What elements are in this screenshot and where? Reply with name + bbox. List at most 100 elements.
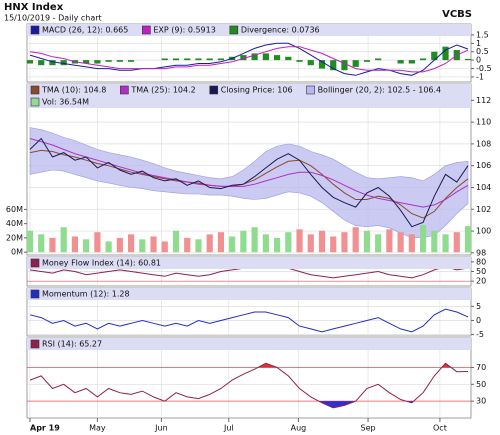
x-tick-label: Apr 19 [30, 424, 60, 433]
legend-swatch [120, 85, 129, 95]
y-tick-label: 110 [476, 118, 491, 127]
y-tick-label: -5 [476, 330, 484, 339]
y-tick-label: 112 [476, 96, 491, 105]
legend-swatch [306, 85, 315, 95]
y-tick-label: 30 [476, 397, 486, 406]
y2-tick-label: 60M [6, 205, 23, 214]
y-tick-label: 50 [476, 380, 486, 389]
volume-bar [206, 234, 213, 253]
volume-bar [116, 237, 123, 253]
series-line [29, 42, 469, 76]
volume-bar [60, 227, 67, 253]
legend-background [27, 257, 471, 269]
volume-bar [195, 239, 202, 253]
legend-label: RSI (14): 65.27 [42, 340, 102, 349]
legend-swatch [229, 25, 239, 35]
legend: TMA (10): 104.8 TMA (25): 104.2 Closing Pr… [27, 84, 471, 108]
volume-bar [464, 226, 472, 253]
divergence-bar [307, 60, 314, 66]
volume-bar [139, 239, 146, 253]
volume-bar [161, 241, 168, 253]
y-tick-label: -1 [476, 72, 484, 81]
legend: Money Flow Index (14): 60.81 [27, 257, 471, 269]
x-tick-label: May [89, 424, 106, 433]
divergence-bar [330, 60, 337, 71]
legend: RSI (14): 65.27 [27, 338, 471, 350]
x-tick-label: Jul [223, 424, 234, 433]
legend-item: MACD (26, 12): 0.665 [30, 26, 128, 35]
volume-bar [262, 234, 269, 253]
divergence-bar [251, 53, 258, 61]
volume-bar [352, 227, 359, 253]
y-tick-label: 104 [476, 183, 491, 192]
legend-background [27, 24, 471, 36]
y-tick-label: 1.5 [476, 30, 489, 39]
divergence-bar [408, 60, 415, 64]
y-tick-label: 5 [476, 302, 481, 311]
legend-item: Money Flow Index (14): 60.81 [30, 258, 161, 268]
legend-swatch [30, 339, 40, 349]
legend-label: Divergence: 0.0736 [241, 26, 320, 35]
y2-tick-label: 0M [11, 248, 23, 257]
divergence-bar [161, 58, 168, 61]
series-line [29, 362, 469, 409]
legend-swatch [209, 85, 219, 95]
plot-area [29, 308, 469, 333]
volume-bar [217, 232, 225, 253]
volume-bar [251, 227, 258, 253]
series-line [29, 138, 469, 208]
volume-bar [94, 232, 101, 253]
divergence-bar [464, 58, 472, 61]
series-line [29, 308, 469, 333]
y-tick-label: 1 [476, 39, 481, 48]
volume-bar [26, 230, 34, 253]
divergence-bar [26, 60, 34, 64]
plot-area [26, 127, 472, 253]
volume-bar [240, 230, 247, 253]
chart-title: HNX Index [4, 2, 64, 13]
y-tick-label: 106 [476, 161, 491, 170]
legend-label: EXP (9): 0.5913 [153, 26, 215, 35]
panel-background [26, 337, 472, 419]
y-tick-label: 0.5 [476, 47, 489, 56]
legend-item: TMA (10): 104.8 [30, 86, 106, 95]
divergence-bar [94, 60, 101, 64]
volume-bar [38, 234, 45, 253]
volume-bar [172, 230, 180, 253]
divergence-bar [285, 56, 292, 61]
legend-item: Bollinger (20, 2): 102.5 - 106.4 [306, 85, 441, 95]
volume-bar [318, 230, 326, 253]
legend-label: Vol: 36.54M [42, 98, 89, 107]
volume-bar [150, 236, 157, 253]
series-line [29, 46, 469, 73]
legend-label: TMA (10): 104.8 [41, 86, 106, 95]
legend-item: EXP (9): 0.5913 [142, 26, 216, 35]
volume-bar [419, 225, 427, 253]
divergence-bar [240, 55, 247, 61]
volume-bar [386, 229, 393, 253]
plot-area [29, 362, 469, 409]
x-tick-label: Sep [361, 424, 376, 433]
divergence-bar [375, 58, 382, 61]
volume-bar [83, 239, 90, 253]
divergence-bar [397, 60, 404, 64]
divergence-bar [273, 55, 281, 61]
volume-bar [397, 232, 404, 253]
volume-bar [71, 236, 79, 253]
divergence-bar [105, 60, 112, 62]
plot-area [26, 42, 472, 76]
x-tick-label: Aug [291, 424, 307, 433]
legend-background [27, 288, 471, 300]
divergence-bar [60, 60, 67, 66]
y2-tick-label: 40M [6, 219, 23, 228]
divergence-bar [38, 60, 45, 66]
legend-swatch [30, 258, 40, 268]
divergence-bar [195, 58, 202, 61]
y-tick-label: 20 [476, 277, 486, 286]
y-tick-label: -0.5 [476, 64, 492, 73]
divergence-bar [431, 51, 438, 61]
y-tick-label: 98 [476, 248, 486, 257]
legend-background [27, 338, 471, 350]
volume-bar [296, 229, 303, 253]
